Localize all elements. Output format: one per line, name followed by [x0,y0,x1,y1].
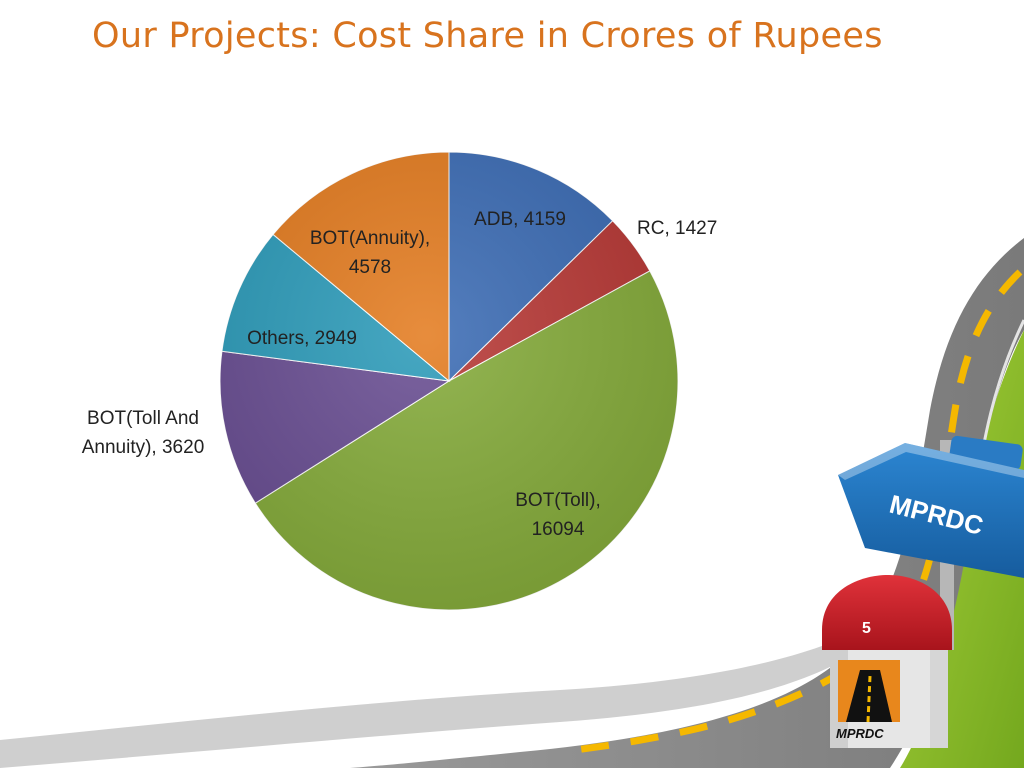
data-label-others: Others, 2949 [247,328,357,349]
road-edge-ribbon [0,630,860,768]
milestone: 5 MPRDC [822,575,952,748]
road-center-line [559,269,1023,756]
page-title: Our Projects: Cost Share in Crores of Ru… [92,16,883,56]
mprdc-signboard: MPRDC [838,443,1024,578]
mprdc-logo: MPRDC [836,660,900,741]
data-label-bot-toll-and-annuity: BOT(Toll And Annuity), 3620 [82,408,205,458]
data-label-rc: RC, 1427 [637,218,717,239]
data-label-bot-toll: BOT(Toll), 16094 [515,490,601,540]
pie-data-labels: ADB, 4159 RC, 1427 BOT(Toll), 16094 BOT(Toll… [82,209,718,540]
pie-slices [219,151,679,611]
milestone-number: 5 [862,620,871,637]
logo-text: MPRDC [836,726,884,741]
data-label-bot-annuity: BOT(Annuity), 4578 [310,228,430,278]
data-label-adb: ADB, 4159 [474,209,566,230]
